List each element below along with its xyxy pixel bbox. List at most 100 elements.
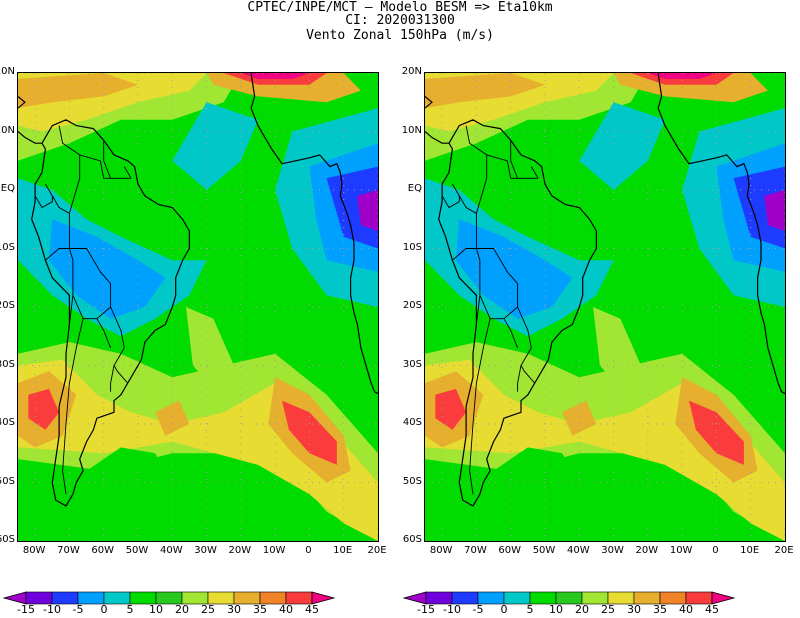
lon-tick-label: 20E [367,545,387,556]
colorbar-arrow-high [711,591,736,605]
lon-tick-label: 10W [669,545,693,556]
lon-tick-label: 0 [712,545,719,556]
colorbar-label: 25 [601,603,615,616]
colorbar-label: 40 [679,603,693,616]
colorbar-label: 35 [653,603,667,616]
lat-tick-label: 60S [0,534,15,545]
lon-tick-label: 80W [429,545,453,556]
colorbar-arrow-high [311,591,336,605]
wind-contour-region [425,73,545,109]
lon-tick-label: 50W [532,545,556,556]
country-border [452,125,488,215]
lat-tick-label: 40S [402,417,422,428]
wind-contour-region [48,219,166,319]
left-map-panel [17,72,379,542]
lon-tick-label: 0 [305,545,312,556]
wind-contour-region [282,400,337,465]
lon-tick-label: 10W [262,545,286,556]
wind-contour-region [240,73,310,79]
colorbar-label: 0 [500,603,508,616]
title-line-1: CPTEC/INPE/MCT – Modelo BESM => Eta10km [247,0,553,15]
colorbar-svg [402,591,736,605]
colorbar-label: 20 [175,603,189,616]
wind-contour-region [326,166,378,249]
coastline [657,73,785,395]
coastline [425,131,449,144]
lat-tick-label: 10N [0,124,15,136]
coastline [438,119,597,507]
lat-tick-label: 50S [402,475,422,487]
lat-tick-label: 60S [402,534,422,545]
lat-tick-label: 50S [0,475,15,487]
wind-field-map [425,73,785,541]
wind-contour-region [155,400,190,436]
title-line-2: CI: 2020031300 [345,13,455,28]
coastline [18,131,42,144]
wind-contour-region [172,102,258,190]
lon-tick-label: 20W [635,545,659,556]
lat-tick-label: 30S [402,358,422,370]
country-border [96,318,112,349]
lon-tick-label: 70W [464,545,487,556]
wind-contour-region [18,73,138,109]
wind-contour-region [579,102,665,190]
country-border [469,318,491,495]
lat-tick-label: 40S [0,417,15,428]
wind-contour-region [28,388,60,430]
colorbar-label: 20 [575,603,589,616]
coastline [425,95,433,109]
country-border [441,195,460,209]
lon-tick-label: 60W [91,545,115,556]
lon-tick-label: 80W [22,545,46,556]
lat-tick-label: EQ [0,183,15,194]
coastline [250,73,378,395]
country-border [503,318,519,349]
lat-tick-label: 20S [0,300,15,311]
colorbar-label: -5 [72,603,84,616]
wind-contour-region [689,400,744,465]
lon-tick-label: 10E [740,545,760,556]
country-border [123,166,132,179]
lon-tick-label: 70W [57,545,80,556]
colorbar-label: -10 [443,603,461,616]
colorbar-label: -10 [43,603,61,616]
colorbar-label: 10 [149,603,163,616]
country-border [68,295,74,325]
colorbar-label: 0 [100,603,108,616]
country-border [110,365,115,392]
wind-contour-region [593,307,641,389]
colorbar-label: 5 [526,603,534,616]
coastline [31,119,190,507]
colorbar-label: 5 [126,603,134,616]
wind-field-map [18,73,378,541]
colorbar-label: -15 [17,603,35,616]
colorbar-svg [2,591,336,605]
wind-contour-region [455,219,573,319]
lon-tick-label: 10E [333,545,353,556]
wind-contour-region [764,190,785,231]
country-border [486,154,539,179]
colorbar-label: -5 [472,603,484,616]
wind-contour-region [476,447,580,512]
lon-tick-label: 60W [498,545,522,556]
country-border [510,140,519,179]
lat-tick-label: 30S [0,358,15,370]
country-border [62,318,84,495]
lat-tick-label: 10S [402,241,422,253]
country-border [110,306,129,384]
colorbar-label: 30 [227,603,241,616]
title-line-3: Vento Zonal 150hPa (m/s) [306,28,494,43]
lon-tick-label: 50W [125,545,149,556]
lat-tick-label: 10N [401,124,422,136]
colorbar-label: 45 [305,603,319,616]
colorbar-label: 30 [627,603,641,616]
colorbar-label: 10 [549,603,563,616]
wind-contour-region [733,166,785,249]
lon-tick-label: 30W [601,545,624,556]
wind-contour-region [562,400,597,436]
wind-contour-region [69,447,173,512]
lon-tick-label: 20W [228,545,252,556]
country-border [34,195,53,209]
lat-tick-label: 20N [401,66,422,77]
colorbar-label: -15 [417,603,435,616]
